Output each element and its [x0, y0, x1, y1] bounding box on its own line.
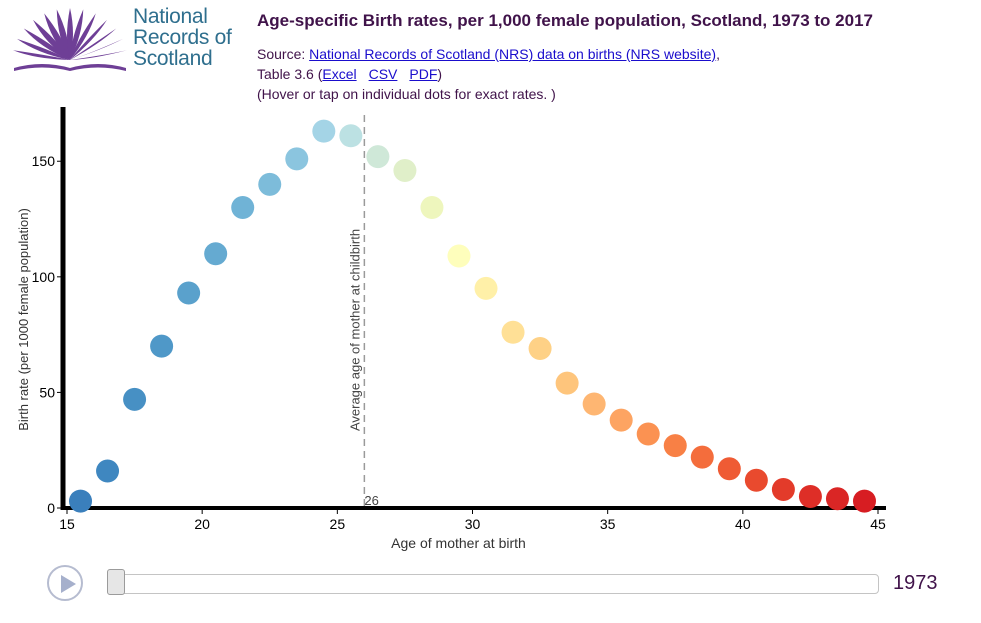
x-tick-label: 25 — [330, 516, 346, 532]
data-point[interactable] — [798, 484, 822, 508]
logo-fan-petal — [23, 28, 70, 60]
data-point[interactable] — [231, 195, 255, 219]
table-suffix: ) — [437, 66, 443, 82]
source-line: Source: National Records of Scotland (NR… — [257, 44, 720, 64]
logo-fan-icon — [13, 8, 127, 71]
data-point[interactable] — [771, 478, 795, 502]
chart-title: Age-specific Birth rates, per 1,000 fema… — [257, 11, 873, 30]
data-point[interactable] — [555, 371, 579, 395]
y-tick-label: 150 — [32, 153, 56, 169]
average-age-label: Average age of mother at childbirth — [347, 229, 362, 431]
y-axis-label: Birth rate (per 1000 female population) — [16, 208, 31, 431]
data-point[interactable] — [744, 468, 768, 492]
table-prefix: Table 3.6 ( — [257, 66, 323, 82]
data-point[interactable] — [717, 457, 741, 481]
data-point[interactable] — [204, 242, 228, 266]
logo-fan-petal — [70, 13, 96, 60]
pdf-link[interactable]: PDF — [409, 66, 438, 82]
logo-line-1: National — [133, 5, 208, 28]
data-point[interactable] — [285, 147, 309, 171]
year-slider-handle[interactable] — [107, 569, 125, 595]
x-tick-label: 40 — [735, 516, 751, 532]
data-point[interactable] — [474, 276, 498, 300]
csv-link[interactable]: CSV — [368, 66, 398, 82]
logo-fan-petal — [70, 9, 84, 60]
table-line: Table 3.6 (Excel CSV PDF) — [257, 64, 720, 84]
data-point[interactable] — [501, 320, 525, 344]
average-age-value: 26 — [364, 493, 378, 508]
source-suffix: , — [716, 46, 720, 62]
logo-fan-petal — [56, 9, 70, 60]
logo-fan-petal — [33, 19, 70, 60]
data-point[interactable] — [393, 158, 417, 182]
year-display: 1973 — [893, 572, 938, 594]
data-point[interactable] — [447, 244, 471, 268]
source-prefix: Source: — [257, 46, 310, 62]
x-tick-label: 30 — [465, 516, 481, 532]
data-point[interactable] — [69, 489, 93, 513]
source-block: Source: National Records of Scotland (NR… — [257, 44, 720, 104]
source-link[interactable]: National Records of Scotland (NRS) data … — [309, 46, 717, 62]
data-point[interactable] — [150, 334, 174, 358]
year-slider-track[interactable] — [107, 574, 879, 594]
data-point[interactable] — [825, 487, 849, 511]
logo-fan-petal — [13, 50, 70, 60]
logo-fan-petal — [17, 38, 70, 60]
x-tick-label: 45 — [870, 516, 886, 532]
data-point[interactable] — [339, 124, 363, 148]
logo-fan-petal — [70, 19, 107, 60]
data-point[interactable] — [663, 434, 687, 458]
data-point[interactable] — [420, 195, 444, 219]
birth-rate-chart: 0 50 100 150 15 20 25 30 35 40 45 Age of mother at … — [16, 107, 886, 551]
y-tick-label: 0 — [47, 500, 55, 516]
data-point[interactable] — [609, 408, 633, 432]
x-tick-label: 35 — [600, 516, 616, 532]
data-point[interactable] — [366, 145, 390, 169]
nrs-logo — [6, 4, 246, 74]
data-point[interactable] — [582, 392, 606, 416]
play-button[interactable] — [47, 565, 83, 601]
logo-book-base — [14, 64, 126, 71]
logo-text: National Records of Scotland — [133, 6, 232, 69]
y-tick-label: 50 — [39, 384, 55, 400]
data-point[interactable] — [177, 281, 201, 305]
data-point[interactable] — [636, 422, 660, 446]
hover-hint: (Hover or tap on individual dots for exa… — [257, 86, 556, 102]
logo-fan-petal — [70, 28, 117, 60]
x-tick-label: 20 — [194, 516, 210, 532]
logo-line-3: Scotland — [133, 47, 213, 70]
x-axis-label: Age of mother at birth — [391, 535, 526, 551]
data-point[interactable] — [123, 387, 147, 411]
logo-line-2: Records of — [133, 26, 232, 49]
data-point[interactable] — [690, 445, 714, 469]
data-point[interactable] — [96, 459, 120, 483]
data-point[interactable] — [312, 119, 336, 143]
data-point[interactable] — [528, 336, 552, 360]
data-point[interactable] — [852, 489, 876, 513]
excel-link[interactable]: Excel — [322, 66, 357, 82]
x-tick-label: 15 — [59, 516, 75, 532]
y-tick-label: 100 — [32, 269, 56, 285]
data-point[interactable] — [258, 172, 282, 196]
logo-fan-petal — [44, 13, 70, 60]
play-icon — [61, 575, 76, 593]
